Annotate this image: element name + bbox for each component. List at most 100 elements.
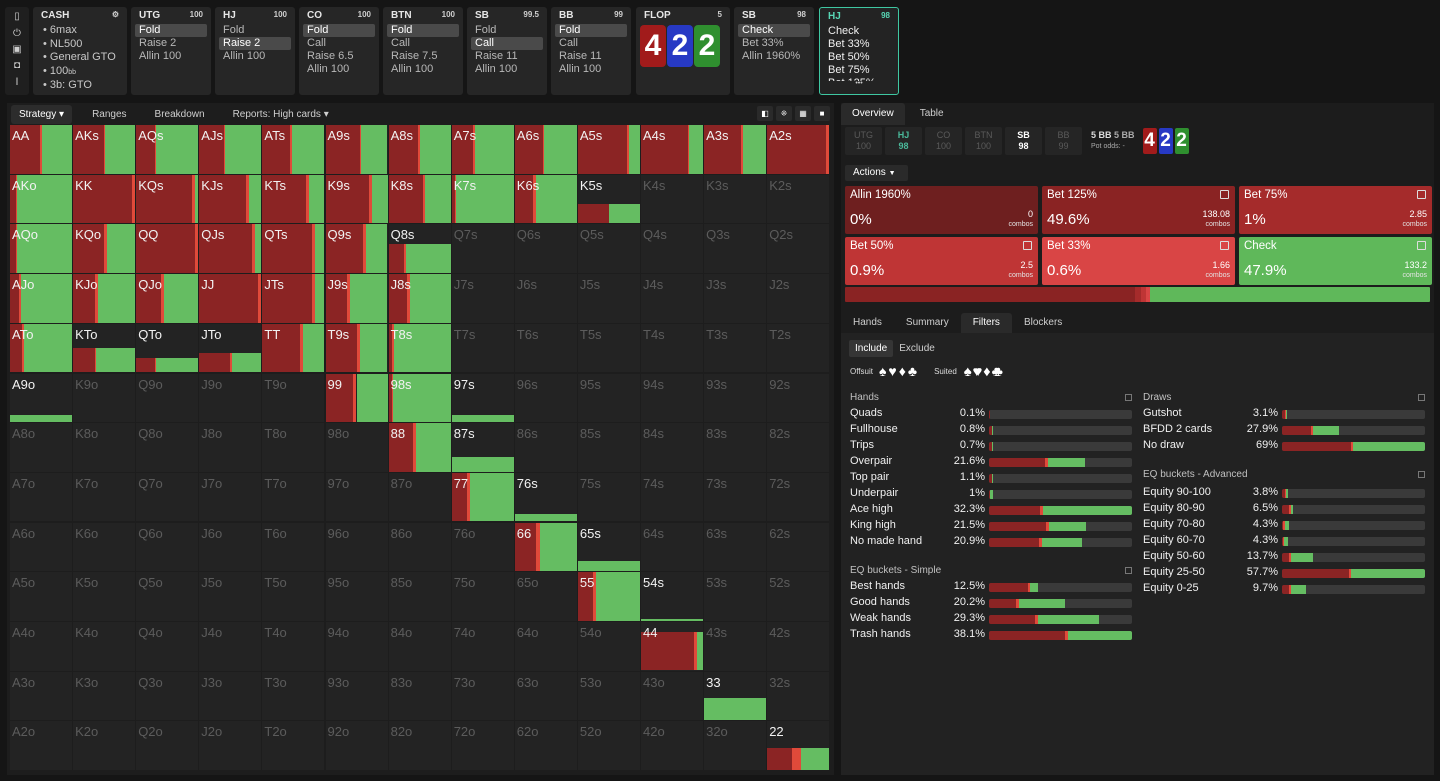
hand-cell[interactable]: 94o (325, 622, 388, 671)
action-box-check[interactable]: Check 47.9% 133.2 combos (1239, 237, 1432, 285)
hand-cell[interactable]: 65s (577, 522, 640, 572)
tab-breakdown[interactable]: Breakdown (147, 105, 213, 124)
player-card-sb-flop[interactable]: SB 98 Check Bet 33% Allin 1960% (734, 7, 814, 95)
filter-row[interactable]: Trash hands 38.1% (850, 627, 1132, 643)
action-option[interactable]: Raise 2 (219, 37, 291, 50)
action-option[interactable]: Bet 33% (742, 37, 784, 49)
hand-cell[interactable]: 64o (514, 622, 577, 671)
hand-cell[interactable]: 86s (514, 423, 577, 472)
hand-cell[interactable]: K4o (73, 622, 136, 671)
hand-cell[interactable]: 65o (514, 572, 577, 621)
more-icon[interactable]: ••• (855, 80, 863, 87)
hand-cell[interactable]: A9o (10, 373, 72, 422)
suit-toggle-icon[interactable]: ♠ (878, 363, 887, 379)
hand-cell[interactable]: 32s (767, 671, 830, 721)
hand-cell[interactable]: Q3s (704, 224, 767, 273)
position-utg[interactable]: UTG 100 (845, 127, 882, 155)
hand-cell[interactable]: A4s (641, 125, 703, 174)
notes-icon[interactable] (1023, 241, 1032, 250)
action-option[interactable]: Allin 1960% (742, 50, 801, 62)
hand-cell[interactable]: J5o (199, 572, 262, 621)
player-card-hj[interactable]: HJ 100 Fold Raise 2 Allin 100 (215, 7, 295, 95)
tab-overview[interactable]: Overview (841, 103, 905, 125)
filter-row[interactable]: Equity 50-60 13.7% (1143, 549, 1425, 565)
position-co[interactable]: CO 100 (925, 127, 962, 155)
hand-cell[interactable]: Q4o (136, 622, 199, 671)
hand-cell[interactable]: 92o (325, 721, 388, 770)
action-option[interactable]: Raise 11 (559, 50, 602, 62)
hand-cell[interactable]: 62s (767, 522, 830, 572)
hand-cell[interactable]: 72o (451, 721, 514, 770)
notes-icon[interactable] (1417, 190, 1426, 199)
hand-cell[interactable]: 42o (641, 721, 703, 770)
hand-cell[interactable]: 97s (451, 373, 514, 422)
hand-cell[interactable]: 95s (577, 373, 640, 422)
hand-cell[interactable]: T4s (641, 323, 703, 373)
hand-cell[interactable]: KQo (73, 224, 136, 273)
hand-cell[interactable]: A7o (10, 472, 72, 522)
action-option[interactable]: Bet 50% (828, 51, 870, 63)
hand-cell[interactable]: 98s (388, 373, 451, 422)
notes-icon[interactable] (1220, 241, 1229, 250)
hand-cell[interactable]: J2s (767, 274, 830, 323)
hand-cell[interactable]: 85o (388, 572, 451, 621)
hand-cell[interactable]: T3s (704, 323, 767, 373)
hand-cell[interactable]: Q5s (577, 224, 640, 273)
suited-toggle-icon[interactable]: ♠♠ (963, 363, 971, 379)
gamepad-icon[interactable]: ◘ (13, 60, 21, 72)
hand-cell[interactable]: Q8o (136, 423, 199, 472)
hand-cell[interactable]: QTs (262, 224, 325, 273)
hand-cell[interactable]: JTo (199, 323, 262, 373)
collapse-icon[interactable] (1418, 471, 1425, 478)
hand-cell[interactable]: 98o (325, 423, 388, 472)
hand-cell[interactable]: J6o (199, 522, 262, 572)
player-card-sb[interactable]: SB 99.5 Fold Call Raise 11 Allin 100 (467, 7, 547, 95)
hand-cell[interactable]: T2s (767, 323, 830, 373)
hand-cell[interactable]: KJs (199, 174, 262, 224)
action-option[interactable]: Fold (387, 24, 459, 37)
hand-cell[interactable]: K9s (325, 174, 388, 224)
hand-cell[interactable]: KTs (262, 174, 325, 224)
action-option[interactable]: Allin 100 (223, 50, 266, 62)
hand-cell[interactable]: 74o (451, 622, 514, 671)
tab-blockers[interactable]: Blockers (1023, 317, 1063, 328)
action-option[interactable]: Bet 125% (824, 77, 894, 81)
hand-cell[interactable]: 83s (704, 423, 767, 472)
hand-cell[interactable]: Q2s (767, 224, 830, 273)
hand-cell[interactable]: T8o (262, 423, 325, 472)
suit-toggle-icon[interactable]: ♥ (888, 363, 897, 379)
tab-table[interactable]: Table (919, 108, 944, 119)
hand-cell[interactable]: 75o (451, 572, 514, 621)
hand-cell[interactable]: A5s (577, 125, 640, 174)
action-option[interactable]: Allin 100 (475, 63, 518, 75)
hand-cell[interactable]: 95o (325, 572, 388, 621)
game-settings-card[interactable]: CASH ⚙ • 6max • NL500 • General GTO • 100bb •… (33, 7, 127, 95)
hand-cell[interactable]: T9s (325, 323, 388, 373)
action-option[interactable]: Call (307, 37, 326, 49)
hand-cell[interactable]: 62o (514, 721, 577, 770)
hand-cell[interactable]: 76s (514, 472, 577, 522)
hand-cell[interactable]: AJo (10, 274, 72, 323)
hand-cell[interactable]: A9s (325, 125, 388, 174)
hand-cell[interactable]: J6s (514, 274, 577, 323)
hand-cell[interactable]: J8s (388, 274, 451, 323)
hand-cell[interactable]: Q2o (136, 721, 199, 770)
hand-cell[interactable]: QTo (136, 323, 199, 373)
filter-row[interactable]: King high 21.5% (850, 518, 1132, 534)
hand-cell[interactable]: 43s (704, 622, 767, 671)
position-btn[interactable]: BTN 100 (965, 127, 1002, 155)
hand-cell[interactable]: K8s (388, 174, 451, 224)
hand-cell[interactable]: 85s (577, 423, 640, 472)
hand-cell[interactable]: A6o (10, 522, 72, 572)
action-option[interactable]: Check (828, 25, 860, 37)
hand-cell[interactable]: 43o (641, 671, 703, 721)
hand-cell[interactable]: K2o (73, 721, 136, 770)
hand-cell[interactable]: JJ (199, 274, 262, 323)
hand-cell[interactable]: A2o (10, 721, 72, 770)
player-card-utg[interactable]: UTG 100 Fold Raise 2 Allin 100 (131, 7, 211, 95)
action-option[interactable]: Allin 100 (559, 63, 602, 75)
filter-row[interactable]: Equity 25-50 57.7% (1143, 565, 1425, 581)
hand-cell[interactable]: 75s (577, 472, 640, 522)
hand-cell[interactable]: Q6s (514, 224, 577, 273)
collapse-icon[interactable] (1125, 394, 1132, 401)
